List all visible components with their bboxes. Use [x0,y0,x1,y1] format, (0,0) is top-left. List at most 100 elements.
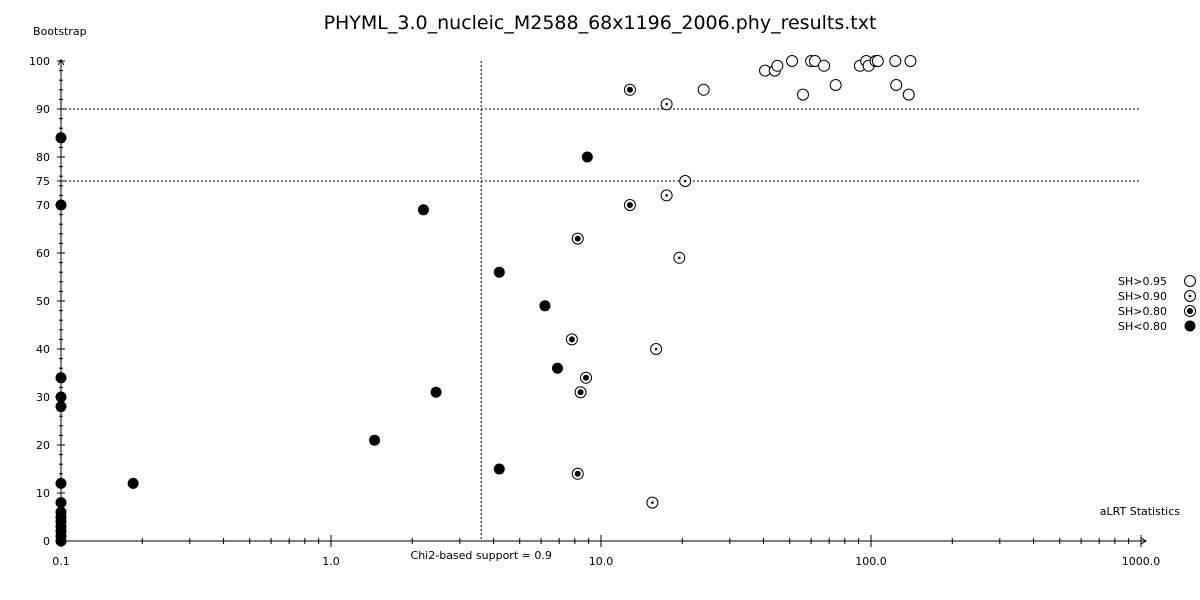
data-point-open-circle [771,59,784,72]
marker-fill [55,199,67,211]
y-tick-label: 10 [36,487,50,500]
marker-ring [890,79,903,91]
data-point-filled-circle [539,300,551,312]
marker-ring [871,55,884,67]
data-point-open-circle [786,55,799,67]
marker-core [574,235,581,242]
data-point-bullseye [623,199,636,211]
legend: SH>0.95 SH>0.90 SH>0.80 SH<0.80 [1118,275,1196,333]
data-point-filled-circle [127,477,139,489]
data-point-dot-circle [660,189,673,202]
data-point-open-circle [697,83,710,96]
data-point-open-circle [829,79,842,91]
data-point-filled-circle [55,132,67,144]
data-point-filled-circle [55,535,67,547]
data-point-filled-circle [493,266,505,278]
data-point-bullseye [623,83,636,96]
marker-ring [797,88,810,101]
marker-fill [55,477,67,489]
marker-fill [55,372,67,384]
marker-dot [651,501,654,504]
data-point-dot-circle [679,175,692,187]
x-axis-label: aLRT Statistics [1100,505,1180,518]
data-point-bullseye [571,232,584,245]
data-point-bullseye [571,467,584,480]
marker-fill [493,463,505,475]
y-tick-label: 100 [29,55,50,68]
marker-fill [551,362,563,374]
y-axis-label: Bootstrap [33,25,87,38]
y-tick-label: 90 [36,103,50,116]
data-point-open-circle [889,55,902,67]
marker-core [1187,308,1193,314]
data-point-filled-circle [55,372,67,384]
x-tick-label: 1000.0 [1122,555,1161,568]
legend-label: SH<0.80 [1118,320,1167,333]
legend-marker-dot-circle [1184,290,1196,302]
marker-dot [654,347,658,351]
marker-fill [430,386,442,398]
marker-ring [771,59,784,72]
x-tick-label: 0.1 [52,555,70,568]
legend-label: SH>0.80 [1118,305,1167,318]
y-tick-label: 70 [36,199,50,212]
x-tick-label: 10.0 [589,555,614,568]
y-axis-arrow [57,59,65,66]
data-point-dot-circle [660,98,673,111]
marker-fill [539,300,551,312]
marker-core [626,202,633,208]
marker-fill [369,434,381,446]
marker-core [583,374,590,381]
data-point-open-circle [890,79,903,91]
x-tick-label: 1.0 [322,555,340,568]
marker-dot [665,194,668,197]
legend-marker-bullseye [1184,305,1196,317]
y-tick-label: 60 [36,247,50,260]
data-point-filled-circle [551,362,563,374]
data-point-bullseye [565,333,578,346]
x-tick-label: 100.0 [855,555,887,568]
marker-dot [1188,294,1192,298]
marker-core [568,336,575,343]
marker-dot [678,256,681,260]
data-point-bullseye [574,386,587,399]
marker-ring [818,59,831,72]
chart-title: PHYML_3.0_nucleic_M2588_68x1196_2006.phy… [324,12,877,34]
legend-marker-open-circle [1184,275,1196,287]
y-tick-label: 20 [36,439,50,452]
legend-label: SH>0.95 [1118,275,1167,288]
marker-ring [889,55,902,67]
marker-fill [55,391,67,403]
marker-fill [493,266,505,278]
marker-ring [786,55,799,67]
data-point-dot-circle [646,496,659,509]
data-point-open-circle [818,59,831,72]
data-point-open-circle [904,55,917,67]
marker-fill [1184,320,1196,332]
y-tick-label: 0 [43,535,50,548]
y-tick-label: 75 [36,175,50,188]
data-point-filled-circle [55,477,67,489]
marker-fill [55,535,67,547]
marker-ring [902,88,915,101]
data-point-filled-circle [581,151,593,163]
y-tick-label: 50 [36,295,50,308]
marker-core [577,389,584,396]
y-tick-label: 40 [36,343,50,356]
y-tick-label: 30 [36,391,50,404]
data-point-filled-circle [369,434,381,446]
marker-fill [581,151,593,163]
reference-lines: Chi2-based support = 0.9 [61,61,1141,562]
vertical-reference-label: Chi2-based support = 0.9 [411,549,552,562]
marker-fill [55,132,67,144]
marker-ring [904,55,917,67]
data-point-dot-circle [673,251,686,264]
data-point-filled-circle [430,386,442,398]
data-point-filled-circle [55,391,67,403]
data-points [55,55,917,547]
data-point-filled-circle [55,199,67,211]
x-axis-arrow [1140,537,1147,545]
data-point-filled-circle [55,497,67,509]
data-point-open-circle [871,55,884,67]
